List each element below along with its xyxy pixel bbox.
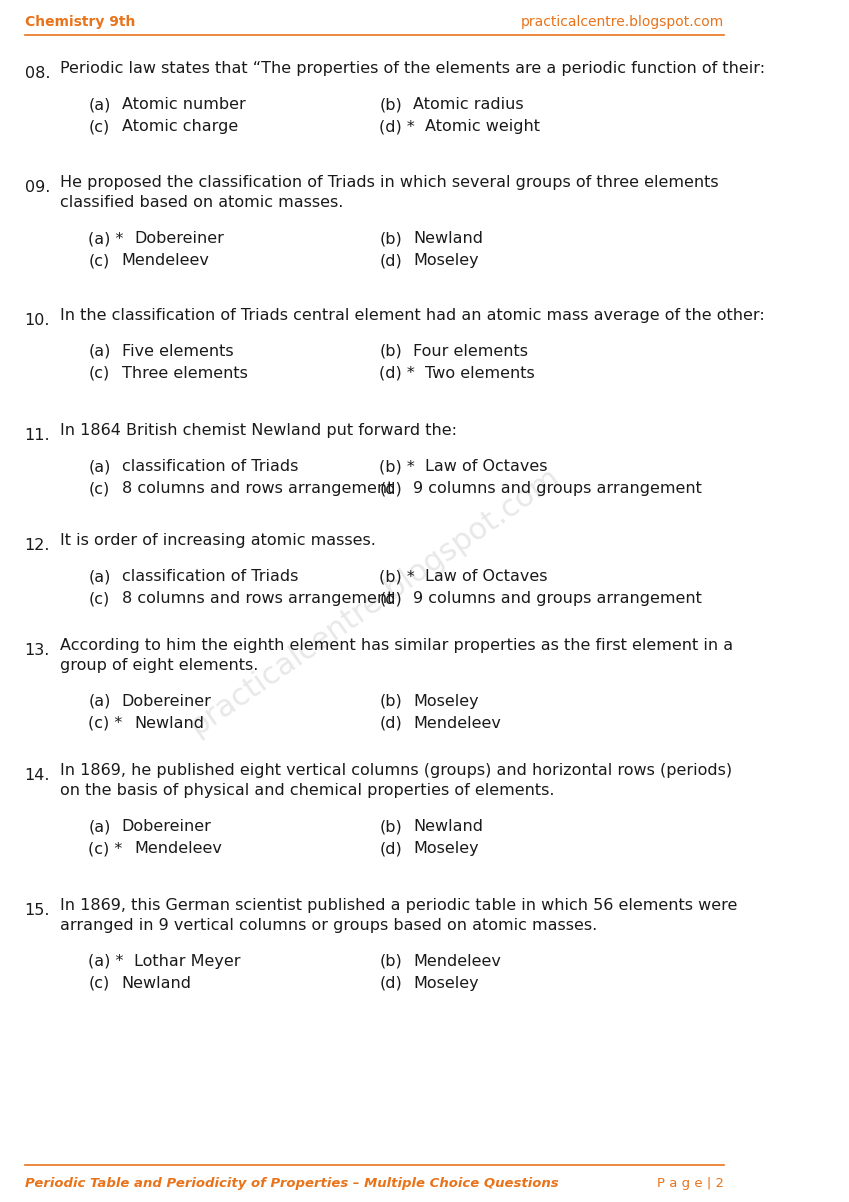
- Text: (a): (a): [88, 819, 110, 834]
- Text: Atomic number: Atomic number: [121, 97, 245, 112]
- Text: P a g e | 2: P a g e | 2: [657, 1177, 724, 1190]
- Text: Newland: Newland: [134, 716, 204, 731]
- Text: Three elements: Three elements: [121, 365, 248, 381]
- Text: Law of Octaves: Law of Octaves: [425, 459, 548, 474]
- Text: (d): (d): [380, 591, 402, 606]
- Text: (b): (b): [380, 97, 402, 112]
- Text: He proposed the classification of Triads in which several groups of three elemen: He proposed the classification of Triads…: [60, 175, 718, 190]
- Text: According to him the eighth element has similar properties as the first element : According to him the eighth element has …: [60, 638, 734, 653]
- Text: on the basis of physical and chemical properties of elements.: on the basis of physical and chemical pr…: [60, 783, 554, 798]
- Text: Newland: Newland: [121, 976, 192, 990]
- Text: group of eight elements.: group of eight elements.: [60, 657, 258, 673]
- Text: 08.: 08.: [25, 66, 50, 81]
- Text: (a) *: (a) *: [88, 954, 124, 969]
- Text: Law of Octaves: Law of Octaves: [425, 569, 548, 584]
- Text: Dobereiner: Dobereiner: [134, 231, 224, 246]
- Text: (c) *: (c) *: [88, 716, 122, 731]
- Text: Two elements: Two elements: [425, 365, 535, 381]
- Text: practicalcentre.blogspot.com: practicalcentre.blogspot.com: [183, 462, 565, 740]
- Text: Chemistry 9th: Chemistry 9th: [25, 14, 135, 29]
- Text: (b): (b): [380, 231, 402, 246]
- Text: (a): (a): [88, 344, 110, 359]
- Text: classification of Triads: classification of Triads: [121, 569, 298, 584]
- Text: 9 columns and groups arrangement: 9 columns and groups arrangement: [413, 481, 702, 496]
- Text: (b): (b): [380, 694, 402, 709]
- Text: 9 columns and groups arrangement: 9 columns and groups arrangement: [413, 591, 702, 606]
- Text: Moseley: Moseley: [413, 976, 479, 990]
- Text: Mendeleev: Mendeleev: [413, 954, 501, 969]
- Text: 09.: 09.: [25, 180, 50, 195]
- Text: In the classification of Triads central element had an atomic mass average of th: In the classification of Triads central …: [60, 308, 765, 323]
- Text: (d) *: (d) *: [380, 119, 415, 133]
- Text: classification of Triads: classification of Triads: [121, 459, 298, 474]
- Text: Periodic law states that “The properties of the elements are a periodic function: Periodic law states that “The properties…: [60, 61, 765, 76]
- Text: (d): (d): [380, 252, 402, 268]
- Text: It is order of increasing atomic masses.: It is order of increasing atomic masses.: [60, 532, 376, 548]
- Text: Moseley: Moseley: [413, 841, 479, 856]
- Text: (b): (b): [380, 819, 402, 834]
- Text: (c): (c): [88, 591, 110, 606]
- Text: 8 columns and rows arrangement: 8 columns and rows arrangement: [121, 481, 393, 496]
- Text: (d): (d): [380, 841, 402, 856]
- Text: Newland: Newland: [413, 231, 483, 246]
- Text: (d): (d): [380, 976, 402, 990]
- Text: Dobereiner: Dobereiner: [121, 819, 211, 834]
- Text: (b): (b): [380, 344, 402, 359]
- Text: 10.: 10.: [25, 313, 50, 328]
- Text: Periodic Table and Periodicity of Properties – Multiple Choice Questions: Periodic Table and Periodicity of Proper…: [25, 1177, 559, 1190]
- Text: In 1869, this German scientist published a periodic table in which 56 elements w: In 1869, this German scientist published…: [60, 898, 738, 914]
- Text: 8 columns and rows arrangement: 8 columns and rows arrangement: [121, 591, 393, 606]
- Text: Moseley: Moseley: [413, 694, 479, 709]
- Text: Mendeleev: Mendeleev: [413, 716, 501, 731]
- Text: 14.: 14.: [25, 768, 50, 783]
- Text: (a): (a): [88, 569, 110, 584]
- Text: Moseley: Moseley: [413, 252, 479, 268]
- Text: (d) *: (d) *: [380, 365, 415, 381]
- Text: (c): (c): [88, 365, 110, 381]
- Text: (a): (a): [88, 694, 110, 709]
- Text: (b): (b): [380, 954, 402, 969]
- Text: 13.: 13.: [25, 643, 50, 657]
- Text: (d): (d): [380, 481, 402, 496]
- Text: Mendeleev: Mendeleev: [134, 841, 222, 856]
- Text: (b) *: (b) *: [380, 459, 415, 474]
- Text: Mendeleev: Mendeleev: [121, 252, 210, 268]
- Text: practicalcentre.blogspot.com: practicalcentre.blogspot.com: [521, 14, 724, 29]
- Text: In 1869, he published eight vertical columns (groups) and horizontal rows (perio: In 1869, he published eight vertical col…: [60, 763, 732, 778]
- Text: arranged in 9 vertical columns or groups based on atomic masses.: arranged in 9 vertical columns or groups…: [60, 918, 597, 933]
- Text: Lothar Meyer: Lothar Meyer: [134, 954, 240, 969]
- Text: classified based on atomic masses.: classified based on atomic masses.: [60, 195, 343, 210]
- Text: 15.: 15.: [25, 903, 50, 918]
- Text: (c): (c): [88, 119, 110, 133]
- Text: (a) *: (a) *: [88, 231, 124, 246]
- Text: (c): (c): [88, 252, 110, 268]
- Text: Five elements: Five elements: [121, 344, 233, 359]
- Text: Dobereiner: Dobereiner: [121, 694, 211, 709]
- Text: Atomic radius: Atomic radius: [413, 97, 524, 112]
- Text: Newland: Newland: [413, 819, 483, 834]
- Text: (b) *: (b) *: [380, 569, 415, 584]
- Text: Atomic charge: Atomic charge: [121, 119, 238, 133]
- Text: 11.: 11.: [25, 428, 50, 444]
- Text: (d): (d): [380, 716, 402, 731]
- Text: In 1864 British chemist Newland put forward the:: In 1864 British chemist Newland put forw…: [60, 423, 457, 438]
- Text: Four elements: Four elements: [413, 344, 528, 359]
- Text: (c) *: (c) *: [88, 841, 122, 856]
- Text: (c): (c): [88, 976, 110, 990]
- Text: Atomic weight: Atomic weight: [425, 119, 540, 133]
- Text: (a): (a): [88, 97, 110, 112]
- Text: (c): (c): [88, 481, 110, 496]
- Text: (a): (a): [88, 459, 110, 474]
- Text: 12.: 12.: [25, 538, 50, 553]
